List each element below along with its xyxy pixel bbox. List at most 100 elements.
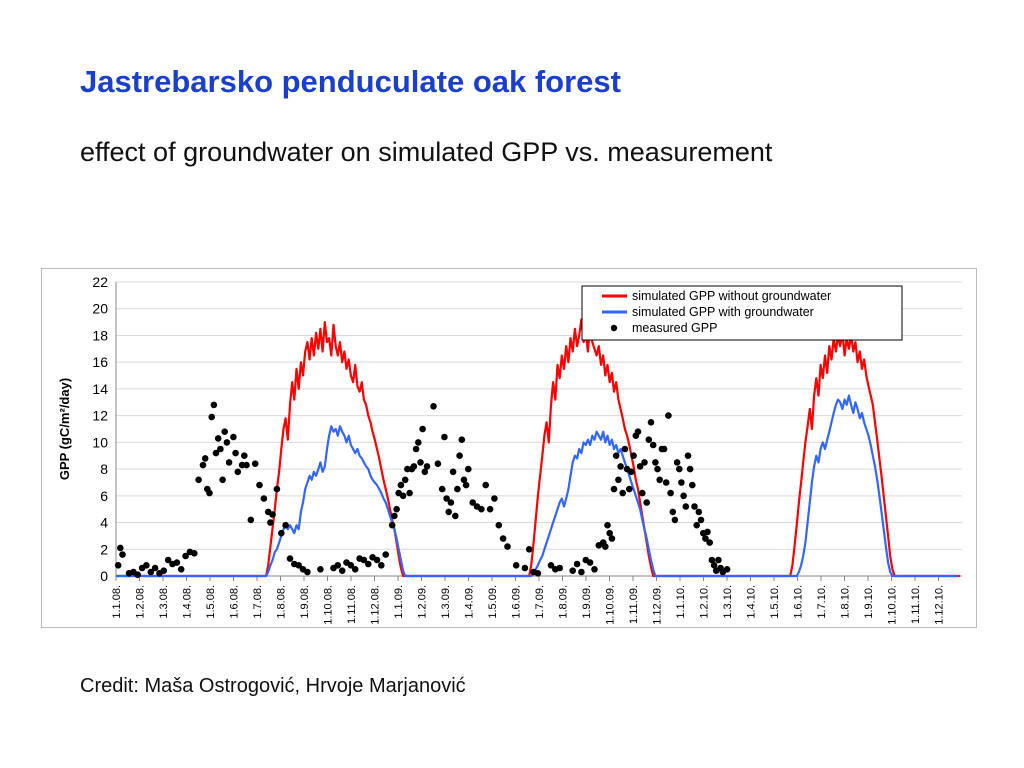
- measured-point: [206, 489, 213, 497]
- y-tick-label: 10: [92, 434, 108, 450]
- measured-point: [617, 463, 624, 470]
- measured-point: [602, 543, 609, 550]
- measured-point: [388, 521, 396, 529]
- measured-point: [360, 556, 368, 564]
- legend-swatch-measured: [610, 324, 618, 332]
- measured-point: [393, 505, 400, 513]
- measured-point: [652, 459, 659, 466]
- measured-point: [195, 476, 202, 484]
- measured-point: [621, 445, 629, 453]
- x-tick-label: 1.8.09.: [558, 585, 570, 619]
- measured-point: [525, 546, 533, 553]
- measured-point: [469, 499, 477, 506]
- y-tick-label: 22: [92, 274, 108, 290]
- measured-point: [164, 556, 172, 564]
- x-tick-label: 1.1.09.: [393, 585, 405, 619]
- measured-point: [452, 512, 459, 520]
- measured-point: [547, 562, 555, 569]
- series-line: [116, 394, 958, 578]
- measured-point: [434, 460, 442, 467]
- legend-label-measured: measured GPP: [632, 321, 717, 335]
- measured-point: [458, 436, 466, 443]
- y-tick-label: 6: [100, 488, 108, 504]
- x-tick-label: 1.1.10.: [675, 585, 687, 619]
- measured-point: [191, 550, 198, 557]
- measured-point: [462, 481, 470, 489]
- y-tick-label: 0: [100, 568, 108, 584]
- x-tick-label: 1.6.08.: [229, 585, 241, 619]
- measured-point: [182, 552, 189, 560]
- measured-point: [256, 481, 263, 489]
- measured-point: [710, 562, 718, 569]
- measured-point: [512, 562, 520, 569]
- measured-point: [695, 508, 703, 516]
- measured-point: [491, 495, 498, 502]
- measured-point: [177, 566, 185, 573]
- measured-point: [223, 439, 231, 446]
- measured-point: [604, 521, 611, 529]
- measured-point: [610, 485, 618, 493]
- measured-point: [421, 468, 429, 476]
- x-tick-label: 1.9.08.: [299, 585, 311, 619]
- legend-label-no-groundwater: simulated GPP without groundwater: [632, 289, 831, 303]
- x-tick-label: 1.12.10.: [934, 585, 946, 625]
- x-tick-label: 1.6.09.: [511, 585, 523, 619]
- measured-point: [347, 562, 355, 569]
- measured-point: [415, 439, 422, 446]
- measured-point: [634, 428, 642, 435]
- y-axis-ticks: 0 2 4 6 8 10 12 14 16 18 20 22: [92, 274, 108, 584]
- measured-point: [260, 495, 268, 502]
- measured-point: [417, 459, 424, 466]
- measured-point: [114, 562, 122, 569]
- measured-point: [219, 476, 226, 484]
- measured-point: [304, 568, 311, 576]
- x-tick-label: 1.2.09.: [417, 585, 429, 619]
- x-tick-label: 1.3.09.: [440, 585, 452, 619]
- measured-point: [286, 555, 294, 562]
- measured-point: [693, 521, 700, 529]
- measured-point: [365, 560, 372, 568]
- measured-point: [225, 459, 233, 466]
- measured-point: [606, 529, 613, 537]
- measured-point: [267, 519, 274, 526]
- measured-point: [412, 445, 420, 453]
- measured-point: [619, 489, 626, 497]
- measured-point: [173, 559, 181, 566]
- measured-point: [269, 511, 276, 518]
- measured-point: [351, 566, 359, 573]
- x-tick-label: 1.1.08.: [111, 585, 123, 619]
- measured-points: [114, 401, 731, 578]
- measured-point: [295, 562, 302, 569]
- measured-point: [401, 476, 409, 484]
- measured-point: [569, 567, 576, 574]
- x-tick-label: 1.5.09.: [487, 585, 499, 619]
- measured-point: [234, 468, 242, 476]
- measured-point: [430, 403, 437, 410]
- measured-point: [702, 535, 709, 542]
- measured-point: [578, 568, 585, 576]
- measured-point: [282, 521, 289, 529]
- measured-point: [641, 459, 648, 466]
- measured-point: [723, 566, 731, 573]
- measured-point: [217, 445, 224, 453]
- x-tick-label: 1.2.10.: [699, 585, 711, 619]
- x-tick-label: 1.4.09.: [464, 585, 476, 619]
- x-tick-label: 1.6.10.: [793, 585, 805, 619]
- y-tick-label: 4: [100, 515, 108, 531]
- x-tick-label: 1.10.10.: [887, 585, 899, 625]
- measured-point: [486, 505, 494, 513]
- measured-point: [117, 544, 124, 552]
- measured-point: [317, 566, 324, 573]
- measured-point: [656, 476, 663, 484]
- x-tick-label: 1.4.10.: [746, 585, 758, 619]
- x-tick-label: 1.10.08.: [323, 585, 335, 625]
- measured-point: [247, 516, 255, 524]
- x-tick-label: 1.5.10.: [769, 585, 781, 619]
- legend: simulated GPP without groundwater simula…: [581, 285, 903, 341]
- measured-point: [199, 461, 207, 469]
- measured-point: [591, 566, 598, 573]
- measured-point: [676, 465, 683, 473]
- measured-point: [243, 461, 250, 469]
- measured-point: [334, 562, 342, 569]
- legend-label-with-groundwater: simulated GPP with groundwater: [632, 305, 814, 319]
